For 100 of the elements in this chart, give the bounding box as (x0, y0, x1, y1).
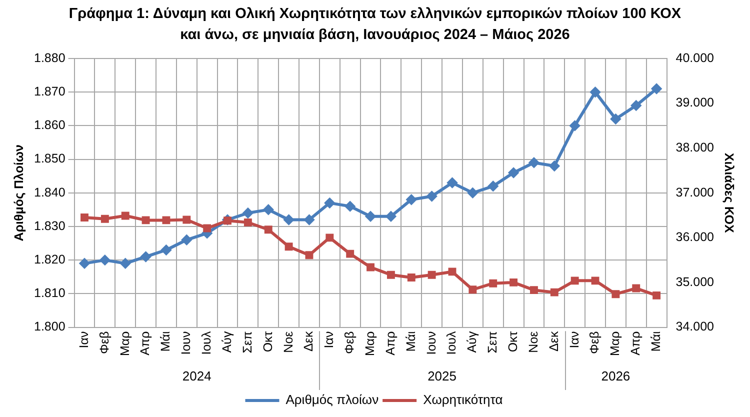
x-tick-label: Μάι (158, 331, 173, 352)
point (326, 234, 334, 242)
y2-tick-label: 38.000 (676, 140, 714, 155)
point (346, 250, 354, 258)
x-tick-label: Ιαν (76, 331, 91, 348)
point (549, 161, 560, 171)
x-tick-label: Φεβ (588, 331, 602, 354)
point (80, 214, 88, 222)
point (79, 258, 90, 268)
point (224, 216, 232, 225)
point (120, 258, 130, 268)
point (530, 286, 538, 294)
x-tick-label: Ιαν (567, 331, 582, 348)
x-tick-label: Οκτ (506, 331, 520, 352)
x-tick-label: Ιουν (179, 331, 194, 355)
x-tick-label: Απρ (383, 331, 398, 356)
x-tick-label: Απρ (628, 331, 643, 356)
point (428, 270, 436, 279)
x-tick-label: Δεκ (302, 330, 316, 352)
y2-tick-label: 35.000 (676, 274, 714, 289)
point (652, 291, 661, 300)
x-tick-label: Ιουλ (200, 330, 214, 355)
point (610, 114, 621, 124)
point (447, 178, 458, 188)
point (182, 216, 191, 224)
point (612, 290, 620, 298)
x-tick-label: Απρ (138, 331, 152, 356)
point (142, 216, 150, 224)
y2-tick-label: 36.000 (676, 230, 714, 244)
point (406, 194, 416, 205)
text: 2025 (428, 368, 456, 384)
y-tick-label: 1.870 (34, 84, 66, 99)
chart-title: Γράφημα 1: Δύναμη και Ολική Χωρητικότητα των ελληνικών εμπορικών πλοίων 100 ΚΟΧ και άνω, σε μηνιαία βάση, Ιανουάριος 2024 – Μάιος 2026 (68, 5, 682, 45)
point (284, 242, 293, 251)
x-tick-label: Φεβ (342, 331, 357, 354)
point (468, 286, 477, 294)
y-tick-label: 1.880 (34, 50, 66, 65)
x-tick-label: Μάι (404, 331, 418, 352)
point (366, 211, 376, 222)
point (570, 276, 579, 285)
y-tick-label: 1.810 (34, 286, 66, 300)
point (550, 288, 558, 296)
point (203, 224, 212, 232)
x-tick-label: Οκτ (260, 331, 275, 352)
point (284, 214, 294, 225)
y2-tick-label: 40.000 (676, 50, 714, 65)
point (345, 201, 356, 212)
point (161, 244, 172, 255)
point (407, 274, 416, 282)
text: 2026 (601, 368, 630, 384)
point (508, 168, 519, 178)
point (468, 188, 478, 198)
point (304, 214, 314, 225)
x-tick-label: Μαρ (118, 331, 132, 356)
point (324, 198, 335, 208)
x-tick-label: Δεκ (546, 330, 561, 352)
point (590, 87, 600, 98)
point (631, 100, 642, 111)
point (386, 211, 396, 222)
point (366, 263, 374, 272)
y-tick-label: 1.850 (34, 152, 66, 166)
point (510, 278, 518, 286)
x-tick-label: Σεπ (486, 330, 500, 354)
point (570, 120, 580, 131)
y2-axis-title: Χιλιάδες ΚΟΧ (722, 152, 736, 234)
y-tick-label: 1.830 (34, 218, 66, 233)
point (140, 252, 151, 262)
point (100, 214, 109, 223)
point (652, 84, 662, 94)
point (489, 279, 498, 288)
x-tick-label: Φεβ (97, 331, 112, 354)
point (488, 181, 498, 192)
legend-label: Χωρητικότητα (423, 392, 504, 408)
y2-tick-label: 39.000 (676, 96, 714, 110)
point (121, 212, 130, 220)
x-tick-label: Μάι (649, 331, 664, 352)
x-tick-label: Αύγ (465, 330, 480, 353)
point (305, 251, 314, 260)
point (591, 276, 600, 285)
point (528, 158, 539, 168)
text: 2024 (182, 368, 212, 384)
x-tick-label: Σεπ (240, 330, 254, 354)
x-tick-label: Αύγ (220, 330, 234, 353)
point (632, 284, 640, 292)
x-tick-label: Ιαν (322, 331, 336, 348)
point (182, 234, 192, 245)
point (162, 216, 170, 224)
point (263, 204, 274, 215)
point (244, 218, 252, 226)
y2-tick-label: 37.000 (676, 185, 714, 200)
y-tick-label: 1.860 (34, 118, 66, 132)
x-tick-label: Νοε (526, 330, 540, 353)
y-tick-label: 1.800 (34, 320, 66, 334)
point (100, 255, 110, 266)
x-tick-label: Ιουν (424, 331, 438, 355)
legend-label: Αριθμός πλοίων (286, 392, 379, 408)
point (448, 268, 456, 276)
point (426, 191, 437, 202)
x-tick-label: Μαρ (362, 331, 377, 356)
point (242, 208, 253, 218)
